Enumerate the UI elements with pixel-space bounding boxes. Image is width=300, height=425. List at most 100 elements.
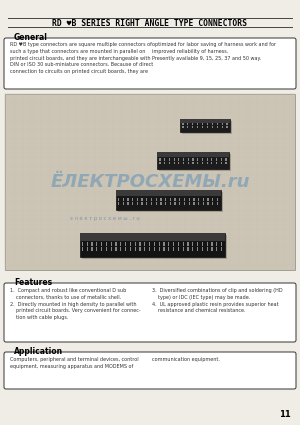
Bar (137, 198, 138, 201)
Bar (192, 247, 193, 251)
Bar (159, 162, 160, 164)
Bar (125, 247, 126, 251)
Bar (140, 242, 141, 246)
Bar (164, 242, 165, 246)
Bar (206, 162, 208, 164)
Text: 11: 11 (279, 410, 291, 419)
Bar (202, 242, 203, 246)
Bar (182, 126, 184, 128)
Bar (120, 242, 122, 246)
Bar (212, 123, 213, 125)
Text: 3.  Diversified combinations of clip and soldering (HD
    type) or IDC (IEC typ: 3. Diversified combinations of clip and … (152, 288, 283, 313)
Bar (156, 202, 157, 205)
Bar (216, 242, 217, 246)
Bar (217, 202, 218, 205)
Bar (207, 123, 208, 125)
Bar (202, 123, 203, 125)
Bar (144, 242, 145, 246)
Bar (183, 247, 184, 251)
Bar (225, 158, 226, 161)
Text: Application: Application (14, 347, 63, 356)
Bar (5, 94, 295, 270)
Bar (146, 198, 147, 201)
Bar (197, 247, 198, 251)
Text: General: General (14, 33, 48, 42)
Bar (202, 162, 203, 164)
Bar (82, 247, 83, 251)
Bar (173, 242, 174, 246)
Bar (206, 242, 208, 246)
Bar (217, 198, 218, 201)
Bar (157, 151, 229, 157)
Bar (178, 247, 179, 251)
Bar (221, 123, 223, 125)
Bar (189, 202, 190, 205)
Bar (175, 202, 176, 205)
Text: RD ♥B type connectors are square multiple connectors of
such a type that connect: RD ♥B type connectors are square multipl… (10, 42, 153, 74)
Bar (198, 198, 199, 201)
Text: RD ♥B SERIES RIGHT ANGLE TYPE CONNECTORS: RD ♥B SERIES RIGHT ANGLE TYPE CONNECTORS (52, 19, 247, 28)
Bar (208, 198, 209, 201)
Bar (211, 158, 212, 161)
Bar (182, 121, 232, 133)
Bar (211, 162, 212, 164)
Bar (187, 126, 188, 128)
Bar (183, 162, 184, 164)
Bar (226, 123, 228, 125)
Bar (221, 247, 222, 251)
Bar (164, 158, 165, 161)
Bar (184, 202, 185, 205)
Bar (188, 162, 189, 164)
Bar (120, 247, 122, 251)
Bar (123, 198, 124, 201)
Bar (198, 202, 199, 205)
Bar (178, 162, 179, 164)
Bar (184, 198, 185, 201)
Bar (192, 162, 194, 164)
Bar (118, 202, 119, 205)
Bar (106, 247, 107, 251)
Bar (82, 242, 83, 246)
Bar (142, 202, 143, 205)
Bar (183, 158, 184, 161)
Bar (116, 190, 220, 196)
Bar (170, 202, 171, 205)
Text: Features: Features (14, 278, 52, 287)
Bar (216, 247, 217, 251)
Bar (217, 126, 218, 128)
Bar (130, 247, 131, 251)
Bar (151, 202, 152, 205)
Bar (154, 242, 155, 246)
Bar (111, 242, 112, 246)
Bar (164, 247, 165, 251)
Bar (159, 247, 160, 251)
Bar (216, 158, 217, 161)
Bar (156, 198, 157, 201)
Bar (173, 158, 175, 161)
Bar (101, 247, 102, 251)
Bar (180, 119, 230, 131)
Bar (123, 202, 124, 205)
Bar (203, 198, 204, 201)
Bar (188, 158, 189, 161)
Bar (92, 242, 93, 246)
Bar (211, 242, 212, 246)
Bar (142, 198, 143, 201)
Bar (187, 247, 188, 251)
Bar (202, 158, 203, 161)
Bar (116, 190, 220, 210)
Bar (159, 242, 160, 246)
Bar (168, 242, 169, 246)
Bar (197, 123, 198, 125)
Bar (101, 242, 102, 246)
Bar (178, 158, 179, 161)
Text: optimized for labor saving of harness work and for
improved reliability of harne: optimized for labor saving of harness wo… (152, 42, 276, 61)
Bar (154, 247, 155, 251)
Bar (118, 198, 119, 201)
Bar (159, 153, 231, 170)
Bar (96, 242, 98, 246)
Bar (111, 247, 112, 251)
FancyBboxPatch shape (4, 283, 296, 342)
Bar (197, 242, 198, 246)
Bar (169, 158, 170, 161)
